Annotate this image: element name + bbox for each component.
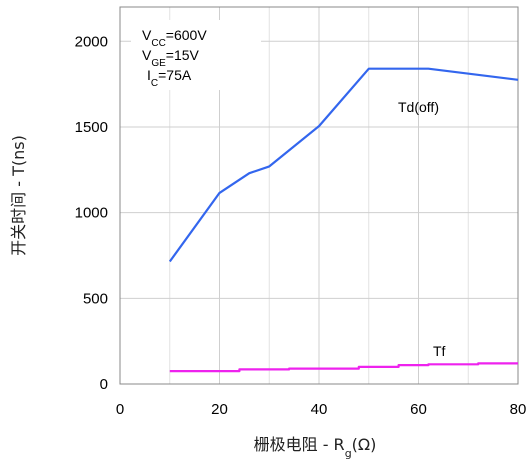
y-tick-label: 2000 (75, 33, 108, 50)
x-axis-title-tail: (Ω) (352, 435, 377, 454)
x-tick-label: 80 (510, 401, 527, 418)
x-tick-label: 60 (410, 401, 427, 418)
series-label: Td(off) (398, 99, 439, 115)
x-axis-title-main: 栅极电阻 - R (254, 435, 345, 454)
series-line-td-off- (168, 67, 519, 263)
conditions-background (131, 20, 261, 90)
y-tick-label: 0 (100, 376, 108, 393)
condition-label: IC=75A (147, 67, 192, 89)
y-tick-label: 1500 (75, 119, 108, 136)
x-tick-label: 20 (211, 401, 228, 418)
y-tick-label: 1000 (75, 205, 108, 222)
y-tick-labels: 0 500 1000 1500 2000 (75, 33, 108, 393)
condition-label: VGE=15V (142, 47, 200, 69)
plot-frame (119, 6, 519, 385)
x-tick-label: 0 (116, 401, 124, 418)
y-axis-title: 开关时间 - T(ns) (9, 135, 28, 256)
x-axis-title: 栅极电阻 - Rg(Ω) (254, 435, 377, 460)
x-tick-labels: 0 20 40 60 80 (116, 401, 527, 418)
series-layer: Td(off) Tf (168, 67, 519, 373)
x-axis-title-sub: g (345, 447, 352, 460)
y-tick-label: 500 (83, 290, 108, 307)
x-tick-label: 40 (311, 401, 328, 418)
condition-label: VCC=600V (142, 27, 207, 49)
series-line-tf (169, 362, 518, 373)
series-label: Tf (433, 343, 446, 359)
